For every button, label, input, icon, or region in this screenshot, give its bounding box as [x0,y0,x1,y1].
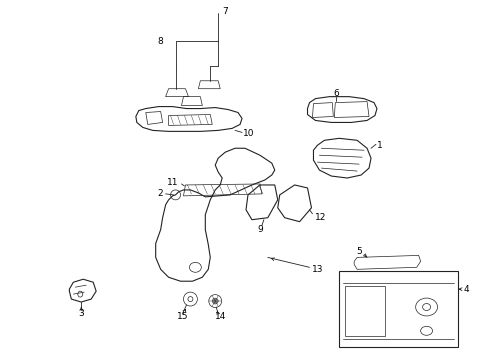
Text: 2: 2 [157,189,163,198]
Text: 3: 3 [78,310,84,319]
Text: 13: 13 [312,265,323,274]
Text: 7: 7 [222,7,228,16]
Text: 4: 4 [464,285,469,294]
Text: 15: 15 [177,312,188,321]
Text: 12: 12 [316,213,327,222]
Text: 6: 6 [333,89,339,98]
Text: 14: 14 [215,312,226,321]
Text: 1: 1 [377,141,383,150]
Text: 8: 8 [157,37,163,46]
Text: 9: 9 [257,225,263,234]
Text: 5: 5 [356,247,362,256]
Ellipse shape [212,298,218,304]
Text: 11: 11 [167,179,178,188]
Text: 10: 10 [243,129,254,138]
